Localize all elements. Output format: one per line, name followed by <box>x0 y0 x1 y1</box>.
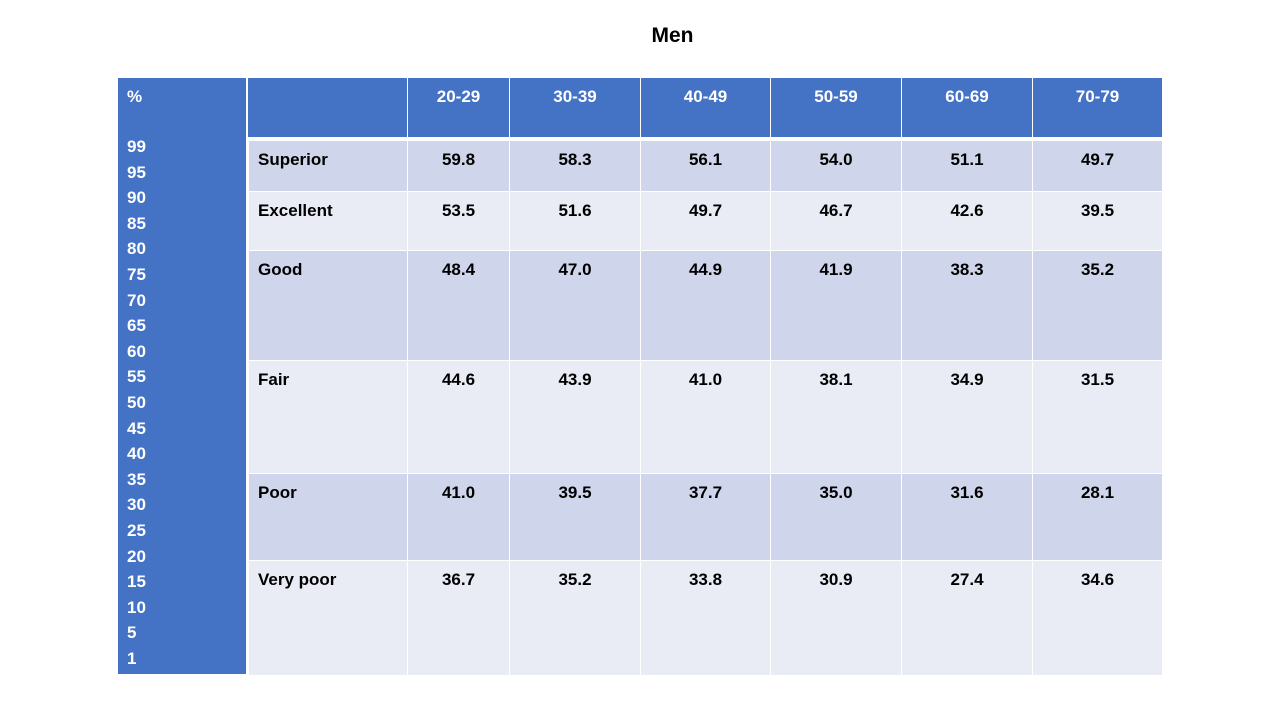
value-cell: 41.0 <box>641 361 770 473</box>
column-header: 70-79 <box>1033 78 1162 137</box>
column-header: 50-59 <box>771 78 901 137</box>
row-label: Superior <box>249 141 407 191</box>
percentile: 80 <box>127 239 146 259</box>
value-cell: 34.6 <box>1033 561 1162 675</box>
percentile: 40 <box>127 444 146 464</box>
percentile: 70 <box>127 290 146 310</box>
value-cell: 35.0 <box>771 474 901 560</box>
column-header: 40-49 <box>641 78 770 137</box>
percentile: 30 <box>127 495 146 515</box>
row-label: Good <box>249 251 407 360</box>
value-cell: 33.8 <box>641 561 770 675</box>
value-cell: 48.4 <box>408 251 509 360</box>
value-cell: 47.0 <box>510 251 640 360</box>
value-cell: 39.5 <box>510 474 640 560</box>
value-cell: 46.7 <box>771 192 901 250</box>
column-header: 20-29 <box>408 78 509 137</box>
value-cell: 35.2 <box>1033 251 1162 360</box>
percentile: 15 <box>127 572 146 592</box>
column-header: 30-39 <box>510 78 640 137</box>
value-cell: 41.9 <box>771 251 901 360</box>
value-cell: 53.5 <box>408 192 509 250</box>
value-cell: 43.9 <box>510 361 640 473</box>
row-label: Fair <box>249 361 407 473</box>
value-cell: 36.7 <box>408 561 509 675</box>
value-cell: 54.0 <box>771 141 901 191</box>
value-cell: 38.1 <box>771 361 901 473</box>
value-cell: 31.6 <box>902 474 1032 560</box>
value-cell: 38.3 <box>902 251 1032 360</box>
value-cell: 44.9 <box>641 251 770 360</box>
percentile: 50 <box>127 393 146 412</box>
row-label: Poor <box>249 474 407 560</box>
percentile: 1 <box>127 649 137 668</box>
value-cell: 42.6 <box>902 192 1032 250</box>
percentile: 65 <box>127 316 146 336</box>
value-cell: 37.7 <box>641 474 770 560</box>
percentile: 85 <box>127 213 146 233</box>
percentile: 60 <box>127 341 146 361</box>
percentile: 10 <box>127 597 146 617</box>
value-cell: 59.8 <box>408 141 509 191</box>
row-label: Excellent <box>249 192 407 250</box>
percentile: 20 <box>127 546 146 566</box>
value-cell: 56.1 <box>641 141 770 191</box>
corner-cell: % <box>118 78 246 674</box>
percentile: 45 <box>127 418 146 438</box>
value-cell: 27.4 <box>902 561 1032 675</box>
value-cell: 28.1 <box>1033 474 1162 560</box>
percentile: 55 <box>127 367 146 387</box>
percentile: 25 <box>127 521 146 540</box>
value-cell: 39.5 <box>1033 192 1162 250</box>
value-cell: 31.5 <box>1033 361 1162 473</box>
value-cell: 34.9 <box>902 361 1032 473</box>
percentile: 35 <box>127 469 146 489</box>
value-cell: 44.6 <box>408 361 509 473</box>
percentile: 75 <box>127 265 146 284</box>
row-label: Very poor <box>249 561 407 675</box>
value-cell: 30.9 <box>771 561 901 675</box>
value-cell: 49.7 <box>1033 141 1162 191</box>
value-cell: 35.2 <box>510 561 640 675</box>
percentile: 95 <box>127 162 146 182</box>
title: Men <box>651 24 694 47</box>
value-cell: 49.7 <box>641 192 770 250</box>
column-header: 60-69 <box>902 78 1032 137</box>
value-cell: 41.0 <box>408 474 509 560</box>
value-cell: 51.1 <box>902 141 1032 191</box>
value-cell: 51.6 <box>510 192 640 250</box>
percentile: 5 <box>127 623 137 643</box>
percentile: 90 <box>127 188 146 208</box>
value-cell: 58.3 <box>510 141 640 191</box>
percentile: 99 <box>127 137 146 156</box>
header-blank <box>248 78 407 137</box>
